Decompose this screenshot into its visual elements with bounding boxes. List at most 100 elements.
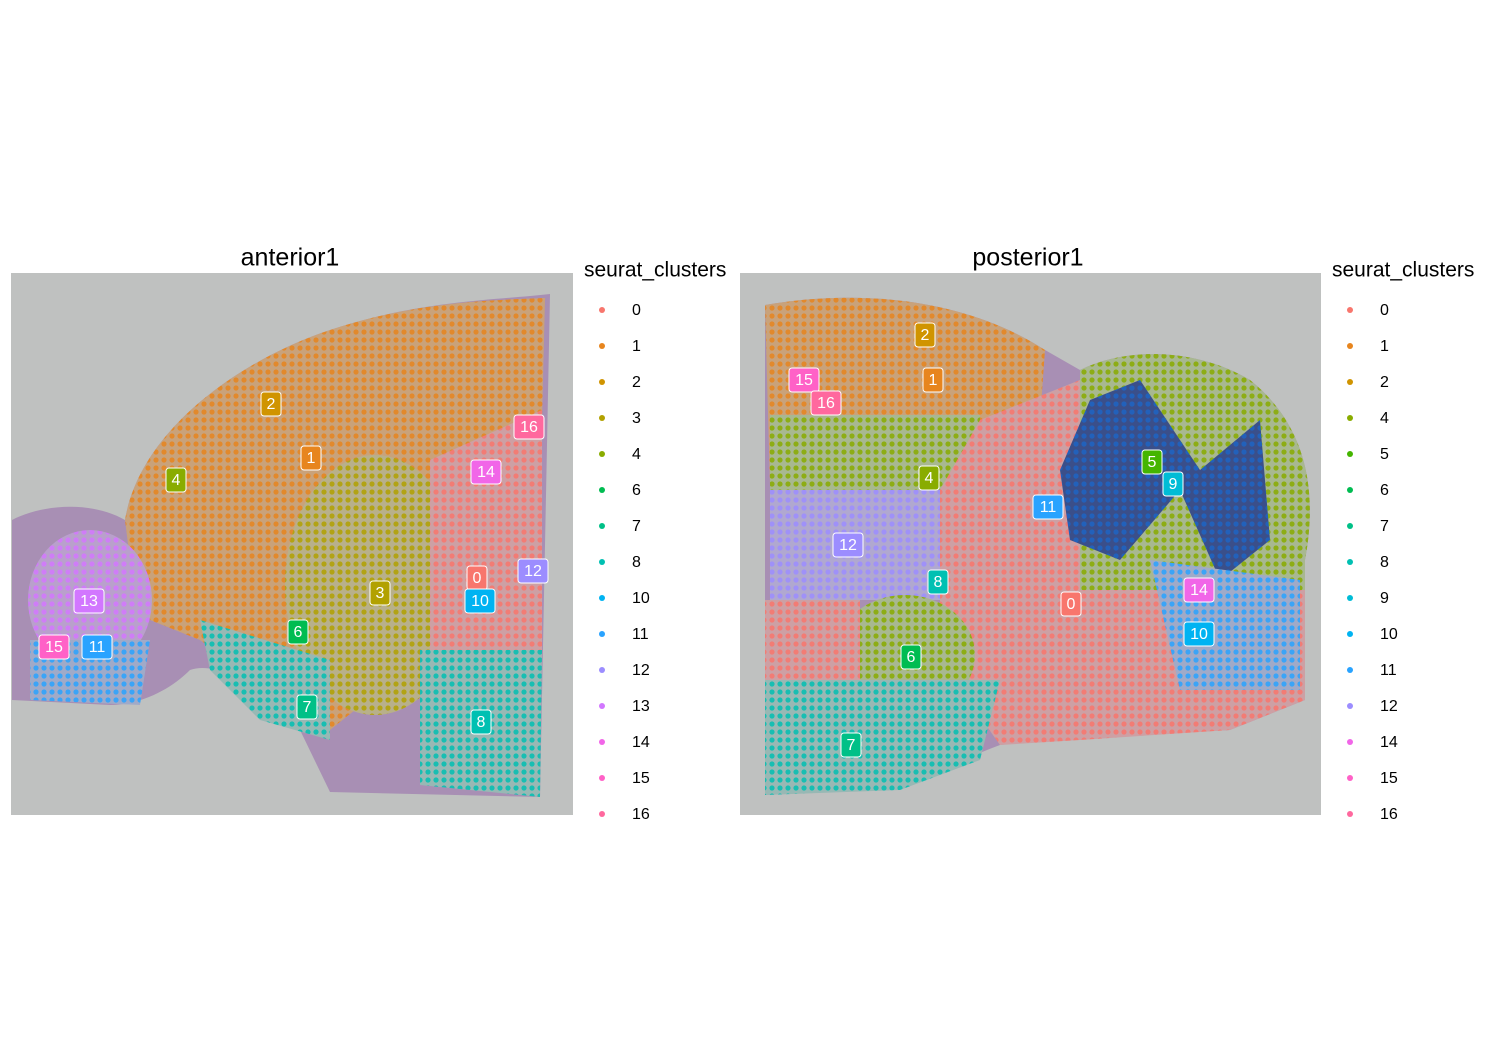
legend-label: 4	[632, 446, 641, 463]
legend-key	[599, 379, 605, 385]
cluster-label: 14	[1183, 577, 1215, 603]
cluster-label-box	[470, 709, 492, 735]
cluster-label: 7	[296, 694, 318, 720]
cluster-label: 11	[81, 634, 113, 660]
cluster-label-text: 12	[524, 563, 542, 580]
legend-label: 14	[632, 734, 650, 751]
cluster-label: 4	[165, 467, 187, 493]
cluster-label-box	[1183, 621, 1215, 647]
cluster-label-text: 10	[1190, 626, 1208, 643]
legend-label: 4	[1380, 410, 1389, 427]
legend-key	[599, 559, 605, 565]
cluster-label-text: 16	[520, 419, 538, 436]
legend-key	[599, 487, 605, 493]
legend-label: 5	[1380, 446, 1389, 463]
legend-label: 1	[1380, 338, 1389, 355]
legend-label: 12	[1380, 698, 1398, 715]
legend-label: 8	[632, 554, 641, 571]
legend-key	[599, 667, 605, 673]
cluster-label-text: 15	[795, 372, 813, 389]
cluster-label-box	[470, 459, 502, 485]
cluster-label-box	[900, 644, 922, 670]
cluster-label: 9	[1162, 471, 1184, 497]
legend-key	[1347, 559, 1353, 565]
cluster-label-text: 5	[1148, 454, 1157, 471]
legend-label: 2	[632, 374, 641, 391]
cluster-label-text: 4	[172, 472, 181, 489]
cluster-label-box	[788, 367, 820, 393]
legend-label: 9	[1380, 590, 1389, 607]
cluster-label-box	[1183, 577, 1215, 603]
legend-key	[1347, 739, 1353, 745]
cluster-label: 0	[1060, 591, 1082, 617]
cluster-label-box	[300, 445, 322, 471]
cluster-label-box	[840, 732, 862, 758]
cluster-label: 12	[517, 558, 549, 584]
legend-key	[599, 415, 605, 421]
legend-label: 1	[632, 338, 641, 355]
legend-label: 6	[632, 482, 641, 499]
cluster-label-box	[1162, 471, 1184, 497]
cluster-label-text: 9	[1169, 476, 1178, 493]
legend-label: 10	[1380, 626, 1398, 643]
legend-label: 8	[1380, 554, 1389, 571]
cluster-label: 6	[287, 619, 309, 645]
legend-key	[1347, 307, 1353, 313]
legend-key	[599, 631, 605, 637]
cluster-label-text: 12	[839, 537, 857, 554]
cluster-label: 10	[464, 588, 496, 614]
cluster-label: 1	[300, 445, 322, 471]
legend-label: 2	[1380, 374, 1389, 391]
cluster-label-text: 0	[1067, 596, 1076, 613]
legend-key	[1347, 703, 1353, 709]
cluster-label: 7	[840, 732, 862, 758]
legend-key	[599, 523, 605, 529]
tissue-image	[11, 273, 573, 815]
legend-key	[599, 307, 605, 313]
legend-title: seurat_clusters	[1332, 259, 1474, 282]
cluster-label: 15	[38, 634, 70, 660]
cluster-label-text: 11	[1040, 499, 1057, 516]
legend-label: 15	[632, 770, 650, 787]
cluster-label-text: 6	[907, 649, 916, 666]
cluster-label-box	[73, 588, 105, 614]
cluster-label-box	[287, 619, 309, 645]
cluster-label: 1	[922, 367, 944, 393]
legend-label: 7	[1380, 518, 1389, 535]
cluster-label-text: 14	[1190, 582, 1208, 599]
panel-title: posterior1	[972, 244, 1083, 272]
legend-label: 15	[1380, 770, 1398, 787]
cluster-label: 10	[1183, 621, 1215, 647]
legend-key	[1347, 343, 1353, 349]
cluster-label-box	[38, 634, 70, 660]
cluster-label-text: 3	[376, 585, 385, 602]
legend-label: 13	[632, 698, 650, 715]
legend-key	[1347, 631, 1353, 637]
legend-key	[1347, 775, 1353, 781]
legend-key	[1347, 523, 1353, 529]
legend-key	[599, 595, 605, 601]
cluster-label: 2	[914, 322, 936, 348]
cluster-label-text: 6	[294, 624, 303, 641]
cluster-label-text: 16	[817, 395, 835, 412]
cluster-label-text: 7	[847, 737, 856, 754]
legend-label: 6	[1380, 482, 1389, 499]
cluster-label: 11	[1032, 494, 1064, 520]
legend-key	[599, 775, 605, 781]
cluster-label-text: 11	[89, 639, 106, 656]
legend-label: 16	[632, 806, 650, 823]
cluster-label-box	[1032, 494, 1064, 520]
legend-key	[1347, 667, 1353, 673]
cluster-label-box	[914, 322, 936, 348]
legend-label: 3	[632, 410, 641, 427]
legend-label: 7	[632, 518, 641, 535]
legend-title: seurat_clusters	[584, 259, 726, 282]
legend-key	[599, 451, 605, 457]
cluster-label-text: 0	[473, 570, 482, 587]
cluster-label-text: 1	[929, 372, 938, 389]
cluster-label-box	[517, 558, 549, 584]
cluster-label-text: 1	[307, 450, 316, 467]
cluster-label-text: 8	[477, 714, 486, 731]
cluster-label: 0	[466, 565, 488, 591]
legend-key	[1347, 811, 1353, 817]
